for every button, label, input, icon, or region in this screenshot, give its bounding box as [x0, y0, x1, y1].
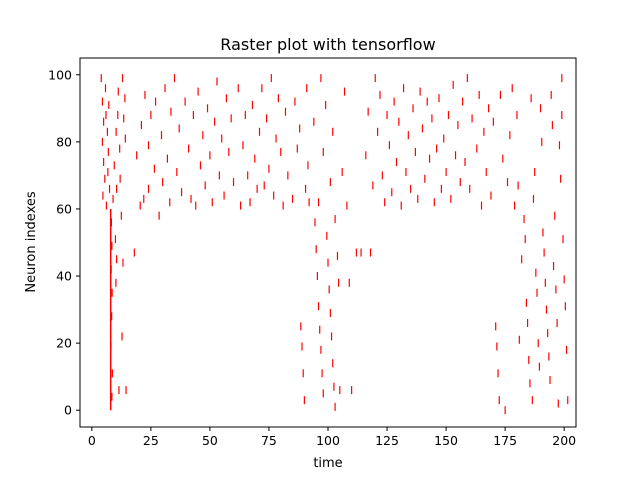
y-tick-label: 100	[48, 67, 72, 82]
x-tick-label: 200	[552, 433, 576, 448]
y-tick-label: 80	[56, 134, 72, 149]
x-tick-label: 175	[493, 433, 517, 448]
y-tick-label: 40	[56, 269, 72, 284]
x-tick-label: 50	[202, 433, 218, 448]
x-tick-label: 100	[316, 433, 340, 448]
x-tick-label: 25	[143, 433, 159, 448]
chart-title: Raster plot with tensorflow	[220, 35, 435, 54]
x-tick-label: 75	[261, 433, 277, 448]
y-tick-label: 0	[64, 403, 72, 418]
y-axis-ticks: 0 20 40 60 80 100	[48, 67, 80, 418]
y-axis-label: Neuron indexes	[24, 191, 39, 293]
x-tick-label: 0	[88, 433, 96, 448]
plot-frame	[79, 57, 577, 428]
x-tick-label: 125	[375, 433, 399, 448]
x-axis-ticks: 0 25 50 75 100 125 150 175 200	[88, 427, 576, 448]
y-tick-label: 20	[56, 336, 72, 351]
x-axis-label: time	[313, 456, 342, 471]
spike-layer	[100, 74, 569, 415]
y-tick-label: 60	[56, 201, 72, 216]
x-tick-label: 150	[434, 433, 458, 448]
